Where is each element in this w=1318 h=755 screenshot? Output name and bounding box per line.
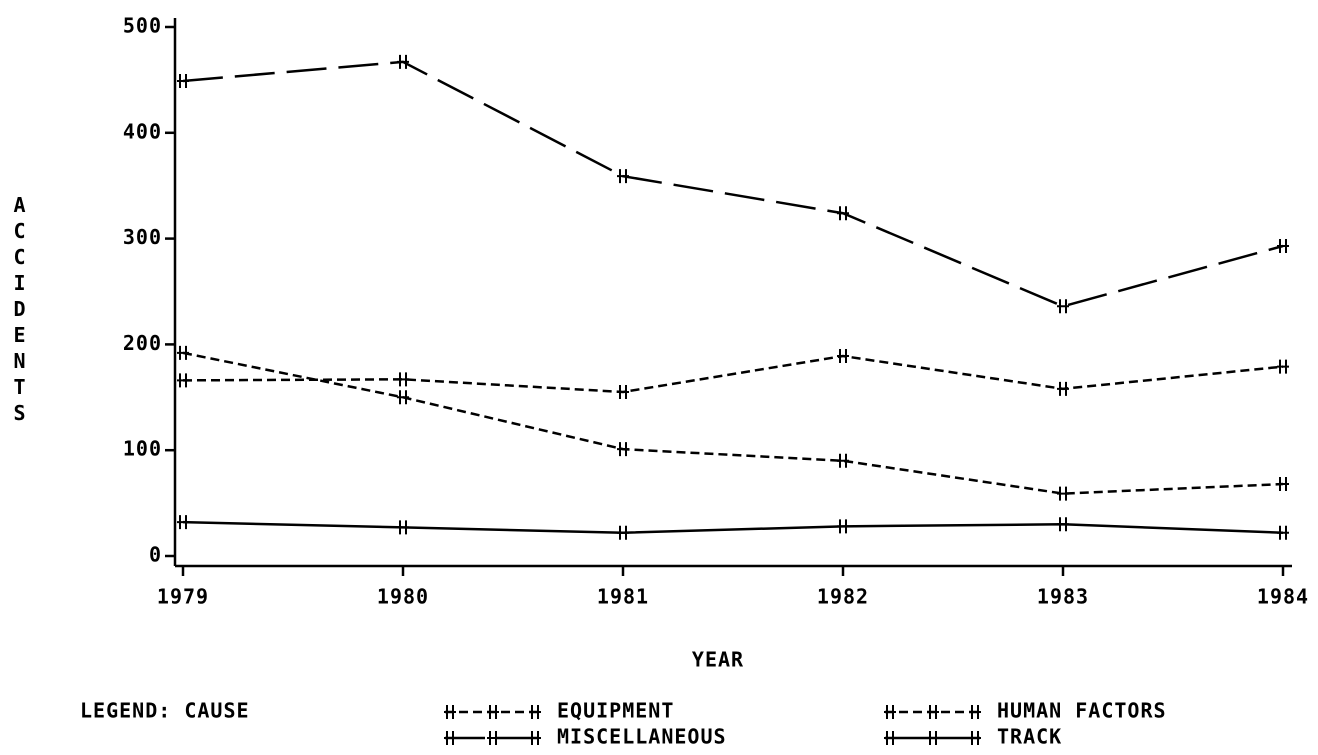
legend-label: EQUIPMENT: [557, 699, 674, 723]
data-point: [837, 519, 849, 534]
data-point: [397, 372, 409, 387]
x-tick-label: 1983: [1037, 585, 1089, 609]
data-point: [1057, 299, 1069, 314]
data-point: [397, 54, 409, 69]
legend-marker: [884, 731, 896, 745]
legend-marker: [884, 705, 896, 719]
series-line: [182, 351, 1284, 495]
data-point: [1057, 381, 1069, 396]
legend-marker: [444, 705, 456, 719]
x-tick-label: 1981: [597, 585, 649, 609]
data-point: [837, 453, 849, 468]
data-point: [617, 442, 629, 457]
y-tick-label: 400: [123, 119, 162, 143]
data-point: [837, 349, 849, 364]
data-point: [177, 515, 189, 530]
legend-label: MISCELLANEOUS: [557, 725, 727, 749]
x-tick-label: 1979: [157, 585, 209, 609]
data-point: [617, 385, 629, 400]
data-point: [397, 390, 409, 405]
legend-label: HUMAN FACTORS: [997, 699, 1167, 723]
legend-marker: [927, 731, 939, 745]
data-point: [397, 520, 409, 535]
legend-marker: [487, 705, 499, 719]
data-point: [1277, 477, 1289, 492]
legend-marker: [529, 705, 541, 719]
y-tick-label: 0: [149, 543, 162, 567]
data-point: [1277, 239, 1289, 254]
legend-marker: [444, 731, 456, 745]
legend-label: TRACK: [997, 725, 1062, 749]
data-point: [177, 345, 189, 360]
x-tick-label: 1984: [1257, 585, 1309, 609]
legend-marker: [529, 731, 541, 745]
data-point: [1277, 525, 1289, 540]
x-tick-label: 1980: [377, 585, 429, 609]
data-point: [1277, 359, 1289, 374]
y-tick-label: 100: [123, 437, 162, 461]
x-tick-label: 1982: [817, 585, 869, 609]
legend-marker: [969, 705, 981, 719]
data-point: [837, 206, 849, 221]
data-point: [177, 373, 189, 388]
data-point: [1057, 486, 1069, 501]
y-axis-label: ACCIDENTS: [8, 193, 32, 427]
y-tick-label: 300: [123, 225, 162, 249]
series-line: [182, 520, 1284, 534]
legend-marker: [969, 731, 981, 745]
data-point: [177, 73, 189, 88]
y-tick-label: 200: [123, 331, 162, 355]
legend-marker: [487, 731, 499, 745]
y-tick-label: 500: [123, 14, 162, 38]
x-axis-label: YEAR: [692, 648, 744, 672]
data-point: [617, 169, 629, 184]
data-point: [617, 525, 629, 540]
legend-marker: [927, 705, 939, 719]
legend-title: LEGEND: CAUSE: [80, 699, 250, 723]
data-point: [1057, 517, 1069, 532]
series-line: [182, 354, 1284, 394]
series-line: [182, 60, 1284, 308]
